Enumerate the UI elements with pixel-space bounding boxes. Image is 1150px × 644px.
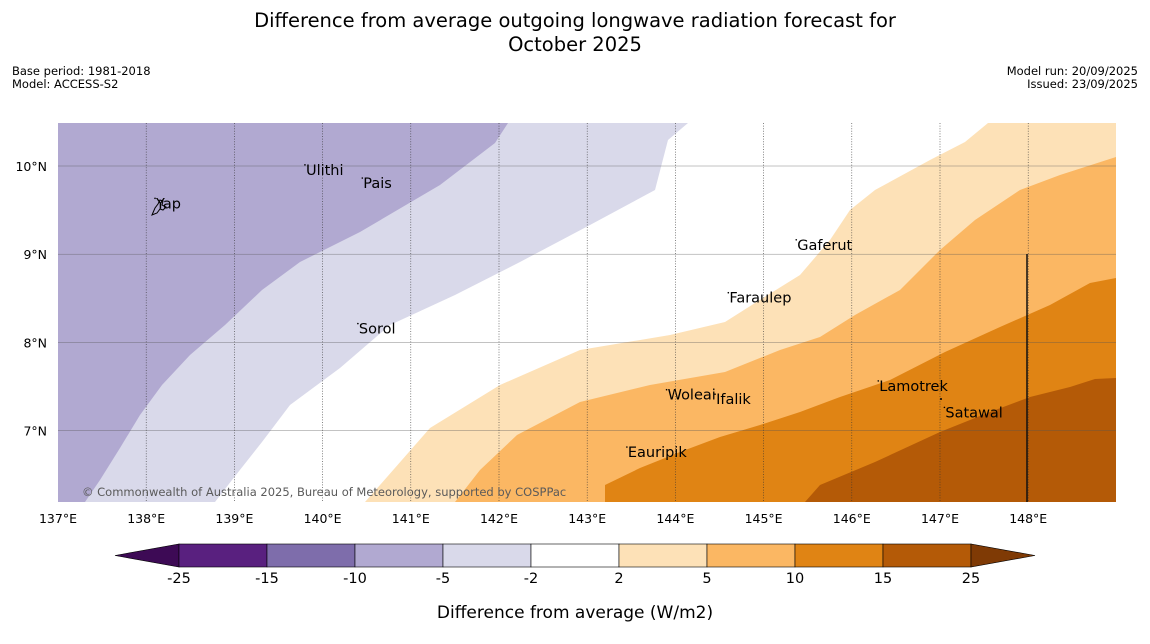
colorbar-tick-label: -5 — [436, 571, 450, 587]
map-title: Difference from average outgoing longwav… — [0, 9, 1150, 57]
colorbar-over-arrow — [970, 543, 1036, 568]
place-label: Ifalik — [716, 392, 751, 408]
lon-tick-label: 140°E — [304, 511, 342, 526]
meta-right: Model run: 20/09/2025 Issued: 23/09/2025 — [1007, 65, 1138, 91]
colorbar-swatch — [706, 543, 796, 568]
colorbar-tick-label: -25 — [167, 571, 191, 587]
place-label: Satawal — [945, 405, 1002, 421]
lon-tick-label: 138°E — [127, 511, 165, 526]
yap-island-shape — [151, 199, 167, 216]
lat-tick-label: 9°N — [23, 247, 47, 262]
place-label: Faraulep — [729, 291, 791, 307]
graticule — [58, 123, 1116, 502]
colorbar-swatch — [794, 543, 884, 568]
model-name: Model: ACCESS-S2 — [12, 77, 119, 91]
place-labels: Ulithi Pais Yap Gaferut Faraulep Sorol Woleai I… — [154, 163, 1003, 461]
place-marker — [361, 177, 364, 179]
colorbar-tick-label: 5 — [702, 571, 711, 587]
place-marker — [304, 164, 306, 166]
base-period: Base period: 1981-2018 — [12, 64, 151, 78]
lon-tick-label: 142°E — [480, 511, 518, 526]
contour-fill-medium-purple — [58, 123, 508, 502]
colorbar-tick-label: 10 — [786, 571, 804, 587]
lon-tick-label: 148°E — [1009, 511, 1047, 526]
colorbar-tick-label: 2 — [614, 571, 623, 587]
place-label: Sorol — [359, 322, 396, 338]
colorbar-label: Difference from average (W/m2) — [436, 603, 714, 623]
colorbar-swatch — [618, 543, 708, 568]
title-line-2: October 2025 — [508, 33, 642, 56]
place-label: Pais — [363, 176, 392, 192]
lon-tick-label: 137°E — [39, 511, 77, 526]
colorbar-swatch — [442, 543, 532, 568]
place-label: Ulithi — [306, 163, 344, 179]
meta-left: Base period: 1981-2018 Model: ACCESS-S2 — [12, 65, 151, 91]
lon-tick-label: 146°E — [833, 511, 871, 526]
place-marker — [714, 393, 716, 395]
lon-tick-label: 147°E — [921, 511, 959, 526]
map-area: Ulithi Pais Yap Gaferut Faraulep Sorol Woleai I… — [58, 123, 1116, 502]
place-marker — [727, 291, 730, 294]
axis-tick-labels: 137°E 138°E 139°E 140°E 141°E 142°E 143°E 144°E… — [15, 159, 1047, 526]
lat-tick-label: 8°N — [23, 335, 47, 350]
lat-tick-label: 7°N — [23, 424, 47, 439]
colorbar-tick-label: -10 — [343, 571, 367, 587]
contour-fill-brown — [805, 378, 1116, 502]
colorbar-tick-label: 25 — [962, 571, 980, 587]
colorbar-swatch — [266, 543, 356, 568]
islet-dot — [940, 398, 942, 400]
lon-tick-label: 141°E — [392, 511, 430, 526]
place-label: Yap — [155, 196, 181, 212]
place-marker — [154, 197, 156, 200]
colorbar-tick-label: -15 — [255, 571, 279, 587]
colorbar-swatch — [354, 543, 444, 568]
lon-tick-label: 144°E — [656, 511, 694, 526]
colorbar-under-arrow — [114, 543, 180, 568]
place-label: Lamotrek — [879, 379, 948, 395]
place-marker — [665, 388, 668, 391]
issued-date: Issued: 23/09/2025 — [1027, 77, 1138, 91]
place-marker — [877, 380, 880, 382]
colorbar: -25 -15 -10 -5 -2 2 5 10 15 25 — [114, 543, 1036, 587]
place-label: Gaferut — [797, 238, 852, 254]
copyright-notice: © Commonwealth of Australia 2025, Bureau… — [82, 485, 566, 499]
lat-tick-label: 10°N — [15, 159, 47, 174]
colorbar-swatch — [882, 543, 972, 568]
colorbar-swatch — [530, 543, 620, 568]
title-line-1: Difference from average outgoing longwav… — [254, 9, 896, 32]
place-marker — [626, 446, 628, 448]
place-marker — [795, 238, 798, 241]
place-label: Woleai — [668, 388, 716, 404]
colorbar-tick-label: -2 — [524, 571, 538, 587]
lon-tick-label: 143°E — [568, 511, 606, 526]
lon-tick-label: 139°E — [215, 511, 253, 526]
lon-tick-label: 145°E — [745, 511, 783, 526]
model-run: Model run: 20/09/2025 — [1006, 64, 1138, 78]
place-label: Eauripik — [628, 445, 687, 461]
colorbar-tick-label: 15 — [874, 571, 892, 587]
place-marker — [357, 322, 359, 325]
place-marker — [943, 406, 946, 409]
colorbar-swatch — [178, 543, 268, 568]
